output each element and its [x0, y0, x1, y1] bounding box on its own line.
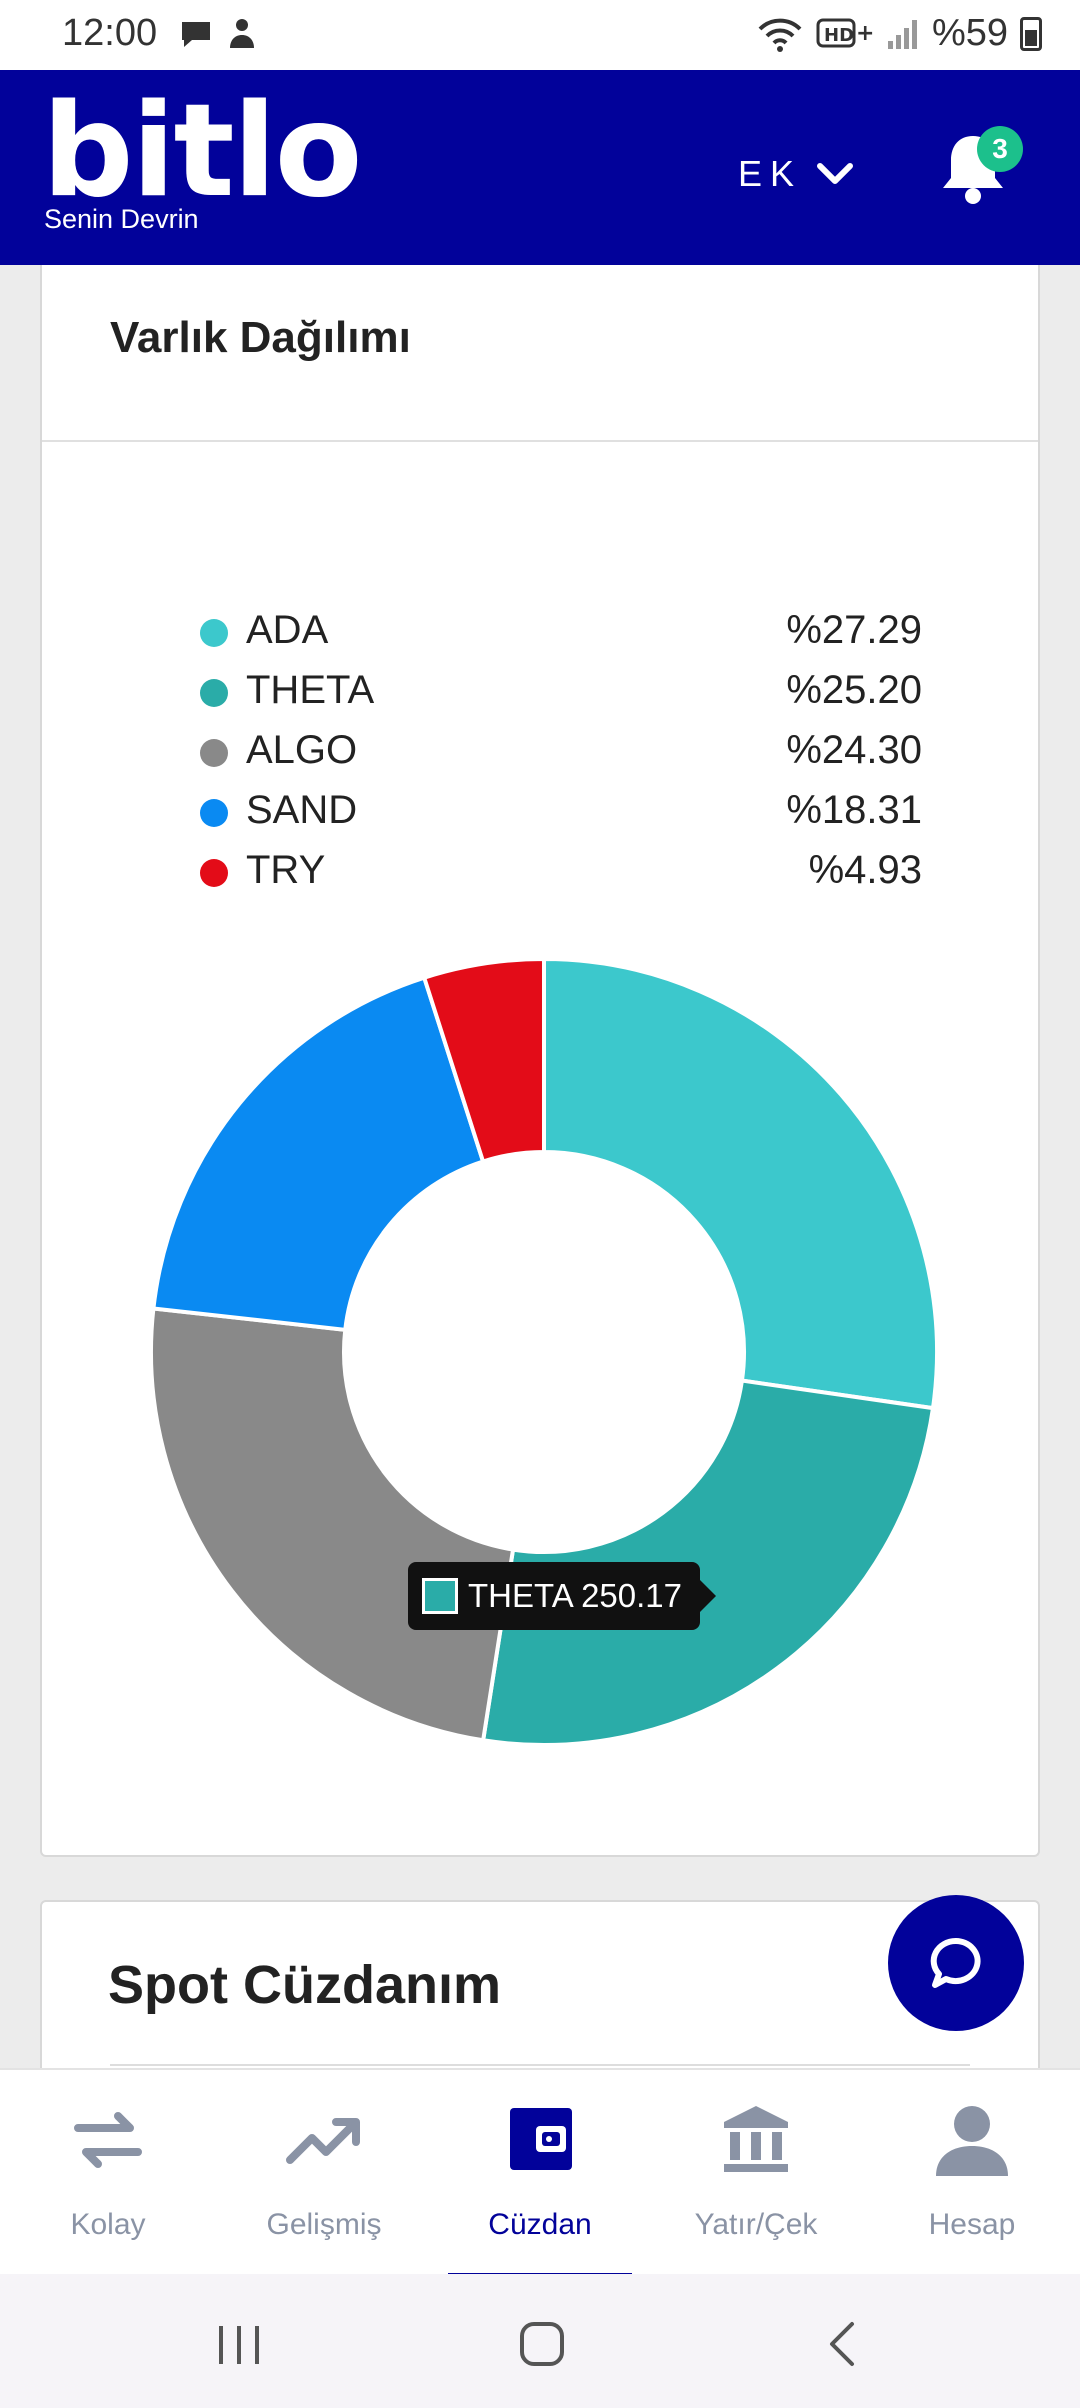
tooltip-swatch	[422, 1578, 458, 1614]
battery-percent: %59	[931, 12, 1008, 54]
language-selector[interactable]: EK	[738, 153, 854, 195]
person-alert-icon	[230, 19, 254, 48]
user-icon	[936, 2106, 1008, 2176]
recent-apps-icon[interactable]	[205, 2314, 275, 2374]
chart-tooltip: THETA 250.17	[408, 1562, 717, 1630]
nav-label: Cüzdan	[488, 2208, 592, 2241]
nav-yatir-cek[interactable]: Yatır/Çek	[648, 2070, 864, 2276]
legend-percent: %4.93	[808, 848, 922, 892]
status-time: 12:00	[62, 12, 158, 54]
legend-item-sand[interactable]: SAND %18.31	[200, 780, 922, 840]
nav-label: Kolay	[70, 2208, 146, 2241]
nav-hesap[interactable]: Hesap	[864, 2070, 1080, 2276]
home-icon[interactable]	[507, 2314, 577, 2374]
legend-dot	[200, 619, 228, 647]
nav-kolay[interactable]: Kolay	[0, 2070, 216, 2276]
nav-gelismis[interactable]: Gelişmiş	[216, 2070, 432, 2276]
slice-sand[interactable]	[151, 975, 486, 1333]
language-label: EK	[738, 153, 803, 194]
chat-button[interactable]	[888, 1895, 1024, 2031]
notification-badge: 3	[977, 126, 1023, 172]
divider	[110, 2064, 970, 2066]
legend-item-theta[interactable]: THETA %25.20	[200, 660, 922, 720]
trend-chart-icon	[286, 2118, 360, 2164]
asset-allocation-card: Varlık Dağılımı ADA %27.29 THETA %25.20 ALGO…	[40, 265, 1040, 1857]
slice-ada[interactable]	[542, 956, 939, 1411]
legend-percent: %18.31	[786, 788, 922, 832]
slice-algo[interactable]	[149, 1306, 516, 1743]
logo-tagline: Senin Devrin	[44, 204, 199, 234]
chevron-down-icon	[817, 163, 854, 184]
card-title: Varlık Dağılımı	[110, 313, 411, 362]
bank-icon	[724, 2106, 788, 2172]
legend-label: SAND	[246, 788, 358, 832]
legend-item-algo[interactable]: ALGO %24.30	[200, 720, 922, 780]
swap-arrows-icon	[74, 2112, 142, 2168]
wallet-icon	[510, 2108, 572, 2170]
legend-percent: %25.20	[786, 668, 922, 712]
svg-text:HD: HD	[824, 25, 854, 46]
legend-label: TRY	[246, 848, 326, 892]
logo[interactable]: bitlo	[42, 77, 362, 226]
battery-icon	[1020, 16, 1042, 51]
back-icon[interactable]	[810, 2314, 880, 2374]
legend-percent: %24.30	[786, 728, 922, 772]
signal-icon	[887, 19, 917, 49]
spot-wallet-title: Spot Cüzdanım	[108, 1955, 501, 2015]
legend-item-try[interactable]: TRY %4.93	[200, 840, 922, 900]
app-header: bitlo Senin Devrin EK 3	[0, 70, 1080, 265]
svg-text:+: +	[856, 21, 874, 46]
legend-percent: %27.29	[786, 608, 922, 652]
donut-chart	[149, 956, 939, 1747]
legend-item-ada[interactable]: ADA %27.29	[200, 600, 922, 660]
legend-label: ALGO	[246, 728, 358, 772]
legend-dot	[200, 799, 228, 827]
hd-plus-icon: HD +	[816, 18, 874, 47]
chart-legend: ADA %27.29 THETA %25.20 ALGO %24.30 SAND %18.31…	[200, 600, 922, 900]
spot-wallet-card: Spot Cüzdanım	[40, 1900, 1040, 2100]
wifi-icon	[758, 18, 802, 52]
legend-dot	[200, 859, 228, 887]
tooltip-text: THETA 250.17	[468, 1577, 683, 1614]
bottom-navigation: Kolay Gelişmiş Cüzdan Yatır/Çek Hesap	[0, 2068, 1080, 2276]
legend-label: THETA	[246, 668, 375, 712]
status-bar: 12:00 HD + %59	[0, 0, 1080, 70]
chat-bubble-icon	[182, 22, 210, 47]
nav-label: Hesap	[928, 2208, 1016, 2241]
chat-bubble-icon	[930, 1937, 981, 1988]
legend-dot	[200, 679, 228, 707]
slice-theta[interactable]	[480, 1378, 936, 1747]
slice-try[interactable]	[421, 956, 546, 1165]
nav-cuzdan[interactable]: Cüzdan	[432, 2070, 648, 2276]
nav-label: Yatır/Çek	[694, 2208, 818, 2241]
nav-label: Gelişmiş	[266, 2208, 382, 2241]
legend-dot	[200, 739, 228, 767]
legend-label: ADA	[246, 608, 329, 652]
divider	[42, 440, 1038, 442]
system-navigation	[0, 2274, 1080, 2408]
